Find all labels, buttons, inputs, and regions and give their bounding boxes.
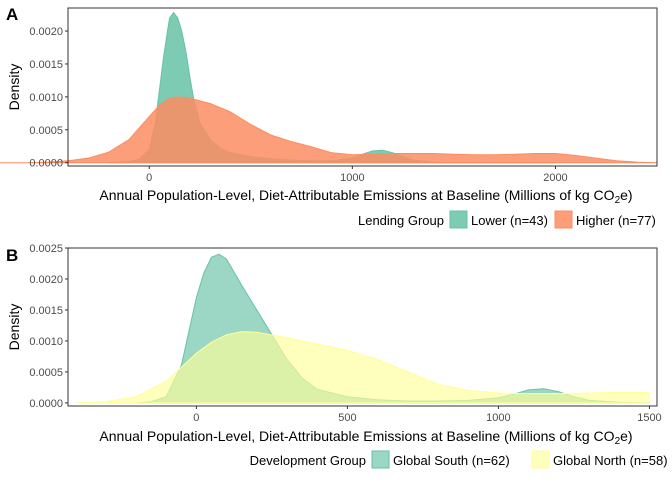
panel-b: B 0.0000 0.0005 0.0010 0.0015 0.0020 0.0025 0 5… <box>6 243 668 469</box>
panel-a-legend-key-lower <box>449 210 468 229</box>
panel-b-legend-key-global-south <box>371 450 390 469</box>
panel-b-x-axis-title-end: e) <box>620 428 632 444</box>
panel-a-x-axis-title-sub: 2 <box>615 195 621 206</box>
panel-b-legend-title: Development Group <box>250 453 366 468</box>
panel-b-border <box>67 247 658 407</box>
panel-b-y-tick-label: 0.0010 <box>29 336 63 348</box>
panel-a-legend: Lending Group Lower (n=43) Higher (n=77) <box>358 210 656 229</box>
panel-b-y-tick-label: 0.0020 <box>29 274 63 286</box>
panel-a: A 0.0000 0.0005 0.0010 0.0015 0.0020 0 1000 200… <box>0 5 658 229</box>
panel-b-x-axis-title-main: Annual Population-Level, Diet-Attributab… <box>99 428 614 444</box>
panel-a-y-axis-title: Density <box>6 64 22 111</box>
panel-a-y-tick-label: 0.0005 <box>29 125 63 137</box>
panel-a-y-tick-label: 0.0020 <box>29 26 63 38</box>
panel-a-legend-key-higher <box>554 210 573 229</box>
panel-a-x-axis-title-main: Annual Population-Level, Diet-Attributab… <box>99 187 614 203</box>
panel-a-legend-title: Lending Group <box>358 213 444 228</box>
panel-a-legend-label-lower: Lower (n=43) <box>471 213 548 228</box>
panel-b-legend-label-global-north: Global North (n=58) <box>553 453 668 468</box>
panel-a-y-tick-label: 0.0010 <box>29 92 63 104</box>
panel-a-legend-label-higher: Higher (n=77) <box>576 213 656 228</box>
panel-b-y-tick-label: 0.0015 <box>29 305 63 317</box>
panel-b-plot-area: 0.0000 0.0005 0.0010 0.0015 0.0020 0.0025 0 500… <box>29 243 661 424</box>
panel-a-density-higher <box>0 96 658 164</box>
panel-a-x-axis-title: Annual Population-Level, Diet-Attributab… <box>99 187 632 206</box>
panel-a-x-tick-label: 2000 <box>543 172 567 184</box>
panel-b-x-tick-label: 1500 <box>637 412 661 424</box>
panel-b-legend-label-global-south: Global South (n=62) <box>393 453 510 468</box>
panel-b-y-axis-title: Density <box>6 304 22 351</box>
panel-a-x-tick-label: 1000 <box>340 172 364 184</box>
panel-b-x-axis-title-sub: 2 <box>615 436 621 447</box>
panel-b-x-tick-label: 1000 <box>486 412 510 424</box>
panel-a-plot-area: 0.0000 0.0005 0.0010 0.0015 0.0020 0 1000 2000 <box>0 7 658 184</box>
panel-a-border <box>67 7 658 167</box>
panel-b-x-axis-title: Annual Population-Level, Diet-Attributab… <box>99 428 632 447</box>
panel-b-legend: Development Group Global South (n=62) Gl… <box>250 450 668 469</box>
panel-b-x-tick-label: 500 <box>338 412 356 424</box>
panel-b-tag: B <box>6 246 18 265</box>
panel-b-x-tick-label: 0 <box>193 412 199 424</box>
panel-b-legend-key-global-north <box>531 450 550 469</box>
panel-a-tag: A <box>6 5 18 24</box>
panel-b-y-tick-label: 0.0025 <box>29 243 63 255</box>
panel-b-y-tick-label: 0.0005 <box>29 367 63 379</box>
panel-b-y-tick-label: 0.0000 <box>29 398 63 410</box>
panel-a-x-tick-label: 0 <box>146 172 152 184</box>
panel-b-density-global-north <box>75 331 650 404</box>
panel-a-y-tick-label: 0.0000 <box>29 158 63 170</box>
panel-a-x-axis-title-end: e) <box>620 187 632 203</box>
panel-a-y-tick-label: 0.0015 <box>29 59 63 71</box>
